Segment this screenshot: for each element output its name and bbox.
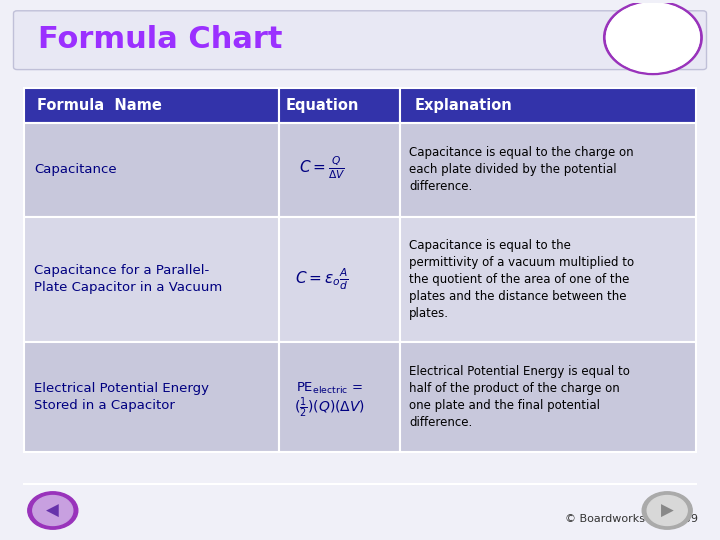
Text: $(\frac{1}{2})(Q)(\Delta V)$: $(\frac{1}{2})(Q)(\Delta V)$ [294, 395, 364, 420]
Circle shape [33, 496, 73, 525]
Text: Capacitance: Capacitance [35, 163, 117, 176]
Text: ▶: ▶ [661, 502, 674, 519]
Text: ◀: ◀ [46, 502, 59, 519]
Text: $C= \frac{Q}{\Delta V}$: $C= \frac{Q}{\Delta V}$ [299, 154, 346, 180]
Circle shape [28, 492, 78, 529]
Text: $C= \varepsilon_o \frac{A}{d}$: $C= \varepsilon_o \frac{A}{d}$ [295, 267, 349, 292]
Bar [279, 88, 400, 123]
Bar [400, 123, 696, 217]
Text: ...: ... [664, 40, 673, 51]
Text: Formula  Name: Formula Name [37, 98, 162, 113]
Text: Electrical Potential Energy is equal to
half of the product of the charge on
one: Electrical Potential Energy is equal to … [409, 365, 630, 429]
Text: Equation: Equation [285, 98, 359, 113]
Bar [24, 123, 279, 217]
Text: Explanation: Explanation [415, 98, 513, 113]
Text: © Boardworks Ltd 2009: © Boardworks Ltd 2009 [565, 514, 698, 523]
Bar [24, 217, 279, 342]
Bar [400, 342, 696, 452]
Text: Capacitance for a Parallel-
Plate Capacitor in a Vacuum: Capacitance for a Parallel- Plate Capaci… [35, 265, 222, 294]
Circle shape [606, 3, 699, 72]
Bar [24, 88, 279, 123]
FancyBboxPatch shape [14, 11, 706, 70]
Bar [400, 217, 696, 342]
Circle shape [647, 496, 687, 525]
Text: Formula Chart: Formula Chart [38, 25, 283, 53]
Bar [24, 342, 279, 452]
Bar [279, 342, 400, 452]
Text: Capacitance is equal to the charge on
each plate divided by the potential
differ: Capacitance is equal to the charge on ea… [409, 146, 634, 193]
Text: board: board [631, 27, 667, 37]
Text: 2 of 9: 2 of 9 [37, 514, 69, 523]
Text: Capacitance is equal to the
permittivity of a vacuum multiplied to
the quotient : Capacitance is equal to the permittivity… [409, 239, 634, 320]
Text: works: works [633, 35, 666, 45]
Text: Electrical Potential Energy
Stored in a Capacitor: Electrical Potential Energy Stored in a … [35, 382, 210, 412]
Bar [400, 88, 696, 123]
Bar [279, 123, 400, 217]
Circle shape [642, 492, 692, 529]
Bar [279, 217, 400, 342]
Text: $\mathrm{PE_{electric}}$ =: $\mathrm{PE_{electric}}$ = [296, 381, 363, 396]
